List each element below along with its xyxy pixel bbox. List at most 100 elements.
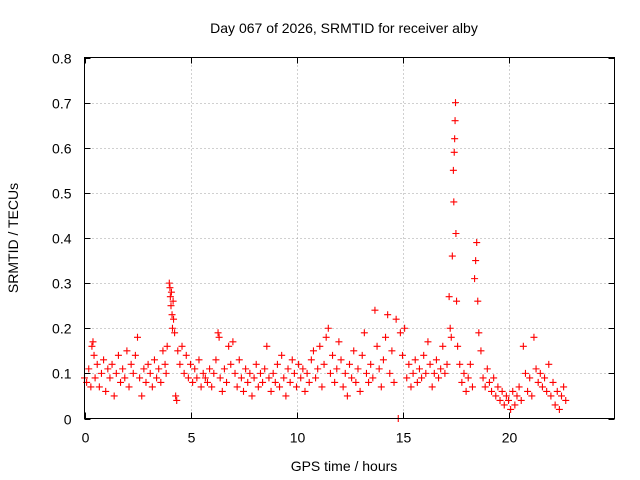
data-point [134,333,141,341]
data-point [231,369,239,377]
data-point [390,378,398,386]
data-point [422,369,430,377]
data-point [121,374,129,382]
data-point [333,365,341,373]
data-point [129,369,137,377]
data-point [214,329,222,337]
data-point [371,306,379,314]
data-point [309,347,317,355]
data-point [418,374,426,382]
data-point [208,383,216,391]
data-point [530,333,538,341]
data-point [246,369,254,377]
data-point [399,351,406,359]
data-point [331,378,339,386]
data-point [193,374,201,382]
data-point [278,351,286,359]
data-point [174,347,182,355]
data-point [169,297,177,305]
data-point [441,369,449,377]
x-tick-labels: 0 5 10 15 20 [82,430,518,446]
data-point [352,378,360,386]
y-tick-labels: 0 0.1 0.2 0.3 0.4 0.5 0.6 0.7 0.8 [52,51,72,428]
data-point [215,333,223,341]
data-point [549,378,557,386]
data-point [312,374,320,382]
data-point [460,369,468,377]
data-point [112,369,120,377]
data-point [382,333,390,341]
data-point [481,383,489,391]
data-point [172,392,180,400]
axis-ticks [84,57,615,420]
data-point [322,333,330,341]
data-point [216,374,224,382]
data-point [187,360,194,368]
data-point [265,374,273,382]
data-point [562,396,570,404]
data-point [223,378,231,386]
x-tick-label: 0 [82,430,90,446]
data-point [242,365,250,373]
data-point [125,383,133,391]
data-point [558,392,565,400]
data-point [123,347,131,355]
data-point [464,374,472,382]
data-point [428,383,436,391]
data-point [144,360,152,368]
data-point [276,383,284,391]
data-point [303,369,311,377]
data-point [173,396,181,404]
data-point [483,365,491,373]
data-point [314,365,322,373]
y-tick-label: 0.4 [52,231,72,247]
data-point [386,369,394,377]
data-point [261,365,269,373]
data-point [307,356,315,364]
data-point [538,383,546,391]
data-point [271,378,279,386]
data-point [286,378,294,386]
data-point [477,347,485,355]
data-point [365,378,373,386]
data-point [282,392,290,400]
data-point [534,378,542,386]
data-point [500,401,508,409]
data-point [403,374,411,382]
y-axis-label: SRMTID / TECUs [5,183,21,293]
data-point [189,378,197,386]
data-point [267,387,275,395]
data-point [424,338,432,346]
data-point [178,342,186,350]
data-point [430,369,438,377]
data-point [426,360,434,368]
y-tick-label: 0.2 [52,321,72,337]
data-point [106,374,114,382]
data-point [468,383,476,391]
data-point [373,342,381,350]
data-point [114,351,122,359]
data-point [117,378,125,386]
data-point [85,365,93,373]
data-point [498,387,506,395]
data-point [210,369,218,377]
data-point [532,365,540,373]
data-point [415,365,423,373]
x-tick-label: 15 [396,430,412,446]
data-point [369,374,377,382]
data-point [250,374,258,382]
data-point [305,378,313,386]
data-point [140,365,148,373]
data-point [536,369,544,377]
data-point [138,392,146,400]
data-point [409,369,417,377]
data-point [432,356,440,364]
data-point [206,365,214,373]
data-point [375,365,383,373]
data-point [411,356,419,364]
data-point [392,315,400,323]
x-axis-label: GPS time / hours [291,458,398,474]
data-point [104,365,112,373]
data-point [248,392,256,400]
data-point [197,383,205,391]
